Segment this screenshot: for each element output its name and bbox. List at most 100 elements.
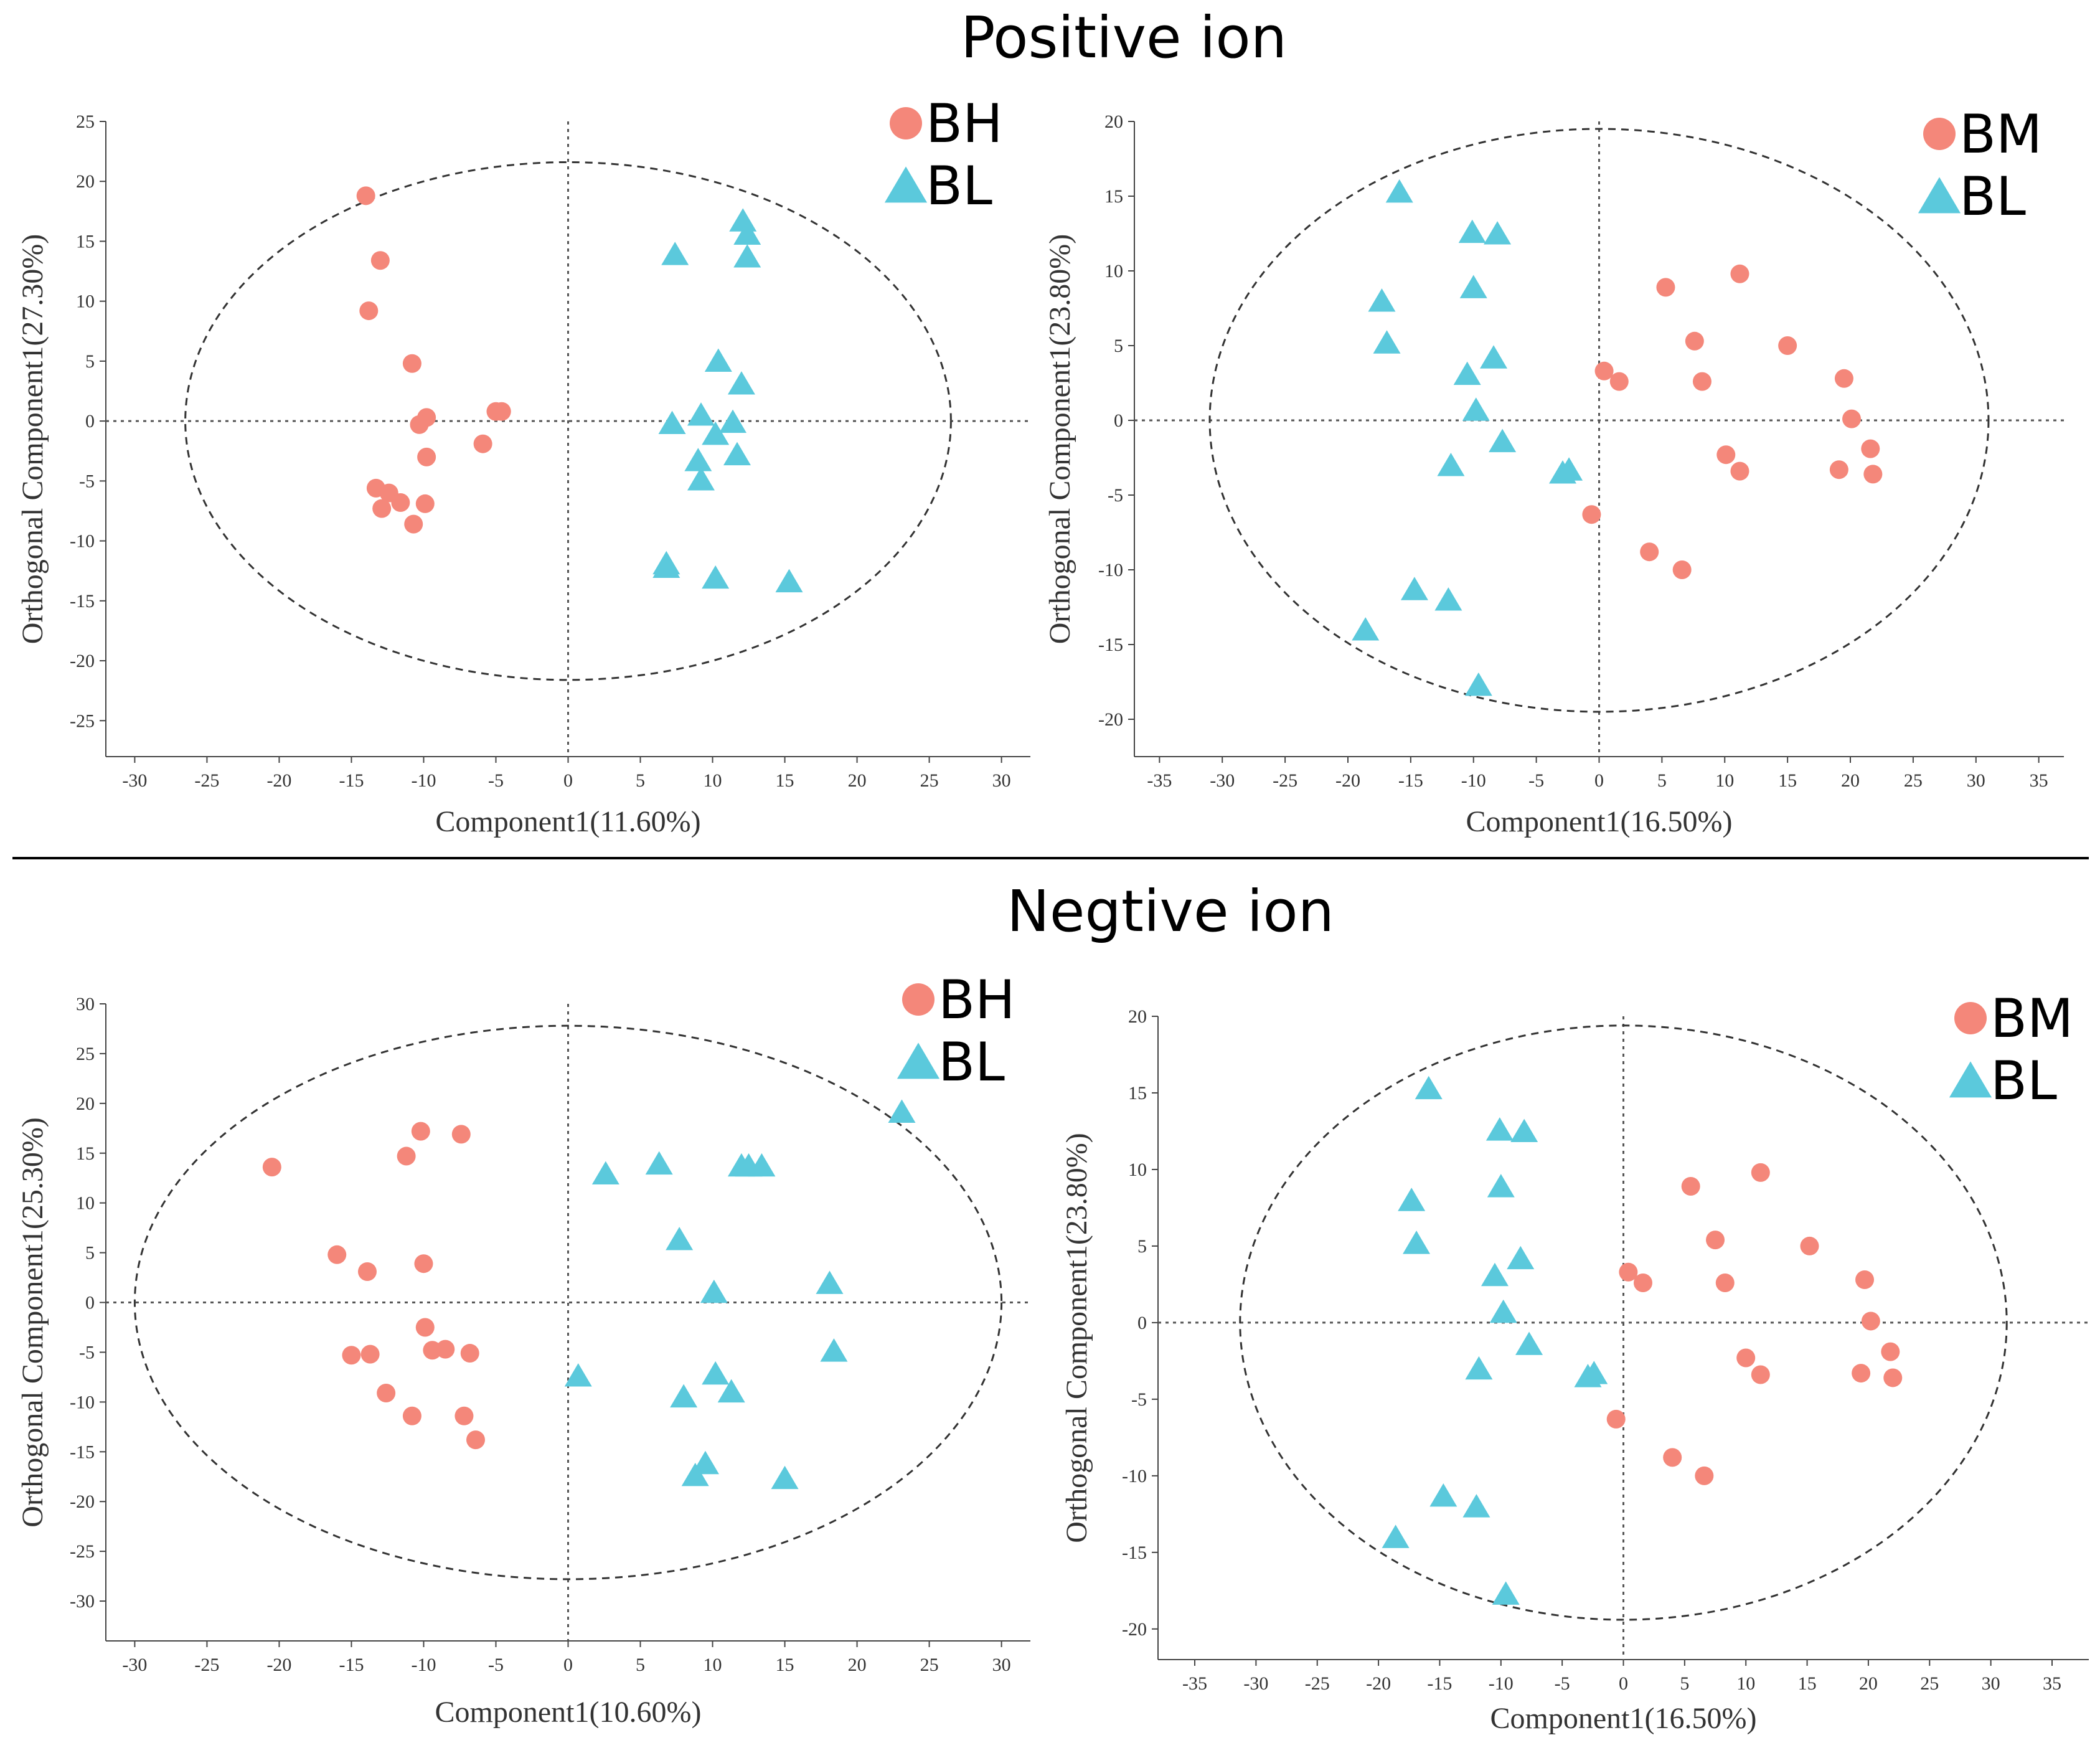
data-point-bm (1834, 369, 1853, 388)
x-tick-label: -5 (1528, 770, 1544, 791)
x-tick-label: 15 (1778, 770, 1797, 791)
y-tick-label: 0 (1137, 1313, 1147, 1333)
data-point-bm (1829, 460, 1848, 480)
data-point-bl (1458, 219, 1486, 243)
data-point-bm (1751, 1365, 1770, 1384)
legend-label-bl: BL (1990, 1050, 2057, 1112)
x-tick-label: 25 (920, 770, 939, 791)
legend-marker-bh (902, 983, 935, 1016)
data-point-bl (719, 409, 747, 433)
y-tick-label: -15 (1098, 635, 1123, 655)
data-point-bm (1855, 1270, 1875, 1290)
data-point-bh (356, 186, 375, 206)
x-tick-label: 20 (848, 770, 867, 791)
data-point-bl (1415, 1075, 1443, 1100)
y-tick-label: 0 (85, 1293, 95, 1313)
data-point-bl (1484, 221, 1512, 245)
y-tick-label: -20 (70, 1491, 95, 1512)
x-tick-label: -15 (339, 1655, 364, 1675)
y-tick-label: -10 (70, 1392, 95, 1412)
data-point-bm (1706, 1231, 1725, 1250)
data-point-bl (1492, 1581, 1520, 1605)
x-tick-label: 10 (704, 770, 722, 791)
x-tick-label: -10 (411, 1655, 436, 1675)
data-point-bh (372, 499, 392, 518)
confidence-ellipse (133, 1024, 1003, 1581)
data-point-bm (1881, 1342, 1900, 1361)
legend-label-bh: BH (926, 93, 1003, 155)
legend-label-bm: BM (1959, 103, 2042, 166)
data-point-bl (771, 1465, 799, 1490)
data-point-bh (417, 447, 436, 466)
data-point-bm (1715, 1273, 1735, 1292)
data-point-bl (1462, 397, 1490, 421)
legend-label-bm: BM (1990, 988, 2073, 1050)
data-point-bl (1510, 1118, 1538, 1143)
y-tick-label: -5 (1131, 1389, 1147, 1410)
data-point-bl (1555, 457, 1583, 481)
x-tick-label: -5 (488, 1655, 504, 1675)
data-point-bh (414, 1254, 433, 1273)
chart-pos-bm-bl: -35 -30 -25 -20 -15 -10 -5 0 5 10 15 20 25 30 35 -20 -15… (1043, 103, 2064, 838)
legend-marker-bm (1923, 118, 1956, 150)
data-point-bl (729, 208, 757, 232)
data-point-bm (1800, 1236, 1819, 1255)
data-point-bh (492, 402, 511, 421)
confidence-ellipse (184, 161, 952, 681)
data-point-bl (691, 1450, 719, 1475)
data-point-bl (820, 1338, 848, 1362)
y-tick-label: -15 (70, 1442, 95, 1462)
y-tick-label: 20 (1128, 1006, 1147, 1027)
y-tick-label: 5 (1137, 1236, 1147, 1257)
legend-label-bl: BL (938, 1031, 1005, 1094)
data-point-bm (1695, 1466, 1714, 1485)
data-point-bh (415, 1318, 435, 1337)
legend-marker-bl (1949, 1061, 1992, 1098)
x-tick-label: -10 (411, 770, 436, 791)
data-point-bl (564, 1363, 592, 1387)
data-point-bl (591, 1161, 619, 1185)
legend-label-bh: BH (938, 969, 1015, 1031)
data-point-bl (1487, 1174, 1515, 1198)
legend-marker-bh (890, 107, 922, 139)
y-tick-label: 5 (85, 1243, 95, 1264)
data-point-bl (652, 554, 680, 578)
data-point-bl (658, 410, 686, 435)
data-point-bl (1453, 361, 1481, 385)
x-axis-label: Component1(10.60%) (435, 1696, 702, 1729)
x-tick-label: 20 (848, 1655, 867, 1675)
legend-marker-bm (1954, 1002, 1987, 1034)
data-point-bl (727, 371, 755, 395)
data-point-bm (1842, 409, 1862, 428)
data-point-bm (1716, 445, 1736, 465)
data-point-bm (1736, 1348, 1756, 1368)
chart-neg-bm-bl: -35 -30 -25 -20 -15 -10 -5 0 5 10 15 20 25 30 35 -20 -15… (1060, 988, 2089, 1735)
x-tick-label: 5 (1657, 770, 1667, 791)
x-tick-label: 20 (1859, 1673, 1878, 1694)
data-point-bh (397, 1146, 416, 1166)
data-point-bh (377, 1383, 396, 1402)
y-tick-label: 10 (1104, 261, 1123, 281)
data-point-bm (1778, 336, 1797, 355)
data-point-bl (1515, 1331, 1543, 1355)
data-point-bl (702, 421, 730, 445)
data-point-bh (262, 1158, 281, 1177)
x-tick-label: -25 (1273, 770, 1297, 791)
data-point-bm (1609, 372, 1629, 391)
x-tick-label: 35 (2030, 770, 2048, 791)
data-point-bh (402, 1406, 421, 1425)
data-point-bm (1672, 560, 1692, 579)
x-axis-label: Component1(16.50%) (1466, 805, 1733, 838)
y-tick-label: -5 (79, 1342, 95, 1363)
x-tick-label: -25 (194, 770, 219, 791)
data-point-bm (1619, 1262, 1638, 1282)
data-point-bl (775, 569, 803, 593)
data-point-bl (1459, 275, 1487, 298)
x-tick-label: -15 (1427, 1673, 1452, 1694)
x-axis-label: Component1(16.50%) (1490, 1702, 1757, 1735)
data-point-bl (1398, 1188, 1426, 1211)
y-tick-label: 15 (76, 1143, 95, 1164)
data-point-bm (1730, 264, 1749, 283)
data-point-bl (1462, 1494, 1490, 1518)
